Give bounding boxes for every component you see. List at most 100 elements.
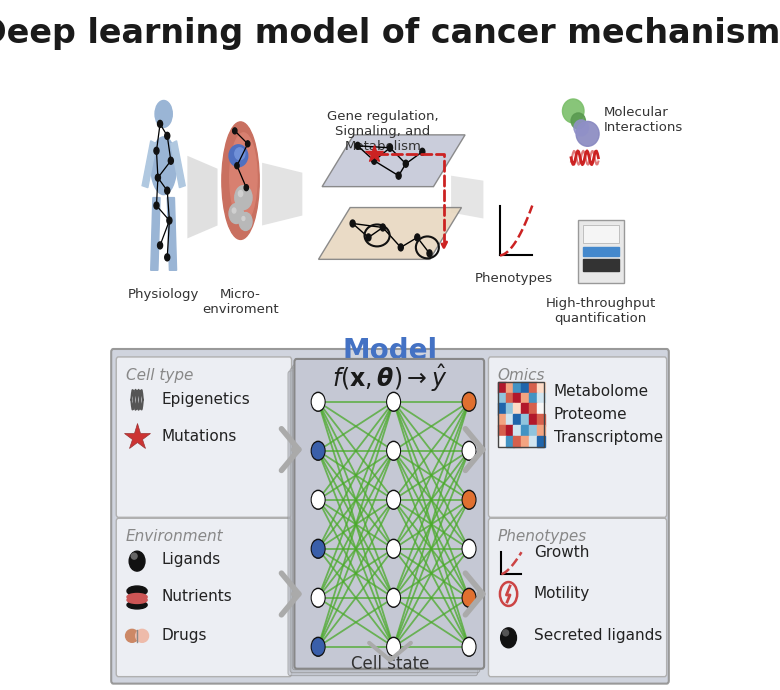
Bar	[537, 393, 545, 404]
Ellipse shape	[571, 113, 586, 129]
FancyBboxPatch shape	[488, 518, 667, 677]
Circle shape	[463, 540, 476, 558]
Text: Environment: Environment	[126, 529, 223, 544]
Circle shape	[463, 492, 475, 508]
Circle shape	[463, 443, 475, 459]
Circle shape	[311, 589, 325, 607]
Circle shape	[396, 172, 401, 179]
Circle shape	[168, 157, 173, 164]
Bar	[537, 425, 545, 436]
Bar	[498, 382, 544, 446]
Bar	[513, 404, 522, 415]
Circle shape	[311, 491, 325, 509]
Bar	[529, 404, 537, 415]
Ellipse shape	[151, 137, 176, 195]
Circle shape	[387, 638, 400, 656]
Text: Transcriptome: Transcriptome	[554, 430, 663, 445]
FancyBboxPatch shape	[292, 365, 482, 670]
Circle shape	[165, 254, 170, 261]
Text: Phenotypes: Phenotypes	[475, 273, 553, 285]
Circle shape	[154, 202, 159, 209]
Circle shape	[387, 589, 400, 607]
Text: Cell state: Cell state	[351, 655, 429, 673]
Circle shape	[463, 394, 475, 410]
Bar	[521, 436, 530, 447]
Ellipse shape	[127, 596, 147, 604]
Bar	[521, 425, 530, 436]
Circle shape	[420, 148, 425, 155]
Polygon shape	[318, 208, 462, 259]
Circle shape	[366, 234, 371, 241]
FancyBboxPatch shape	[116, 357, 292, 518]
Text: Cell type: Cell type	[126, 368, 193, 383]
Circle shape	[167, 217, 172, 224]
Bar	[498, 393, 506, 404]
FancyBboxPatch shape	[290, 368, 480, 673]
Text: Nutrients: Nutrients	[161, 589, 232, 604]
Circle shape	[313, 443, 324, 459]
Text: Motility: Motility	[534, 586, 590, 602]
Bar	[498, 414, 506, 426]
Bar	[498, 404, 506, 415]
Ellipse shape	[229, 145, 248, 167]
Ellipse shape	[127, 593, 147, 600]
Circle shape	[388, 639, 399, 655]
Bar	[583, 259, 619, 271]
Bar	[529, 393, 537, 404]
Bar	[537, 404, 545, 415]
Bar	[529, 382, 537, 393]
Bar	[505, 382, 514, 393]
Bar	[529, 414, 537, 426]
Text: Deep learning model of cancer mechanisms: Deep learning model of cancer mechanisms	[0, 17, 780, 50]
Circle shape	[313, 492, 324, 508]
Ellipse shape	[126, 629, 139, 642]
Bar	[583, 226, 619, 244]
Ellipse shape	[239, 213, 252, 230]
Bar	[513, 393, 522, 404]
Polygon shape	[167, 197, 176, 270]
Text: Growth: Growth	[534, 544, 589, 560]
Bar	[521, 382, 530, 393]
Bar	[529, 425, 537, 436]
Bar	[498, 425, 506, 436]
Circle shape	[158, 121, 162, 128]
Bar	[583, 248, 619, 257]
Circle shape	[403, 160, 408, 167]
Bar	[537, 414, 545, 426]
FancyBboxPatch shape	[112, 349, 668, 684]
Ellipse shape	[235, 186, 252, 210]
FancyBboxPatch shape	[294, 359, 484, 669]
Circle shape	[388, 443, 399, 459]
Ellipse shape	[155, 101, 172, 128]
Circle shape	[158, 242, 162, 249]
Circle shape	[313, 394, 324, 410]
Circle shape	[155, 174, 161, 181]
Text: Molecular
Interactions: Molecular Interactions	[604, 106, 683, 134]
Text: $f(\mathbf{x}, \boldsymbol{\theta}) \rightarrow \hat{y}$: $f(\mathbf{x}, \boldsymbol{\theta}) \rig…	[332, 362, 448, 393]
Text: Drugs: Drugs	[161, 629, 207, 643]
FancyBboxPatch shape	[288, 371, 477, 676]
Circle shape	[387, 540, 400, 558]
Circle shape	[232, 128, 237, 134]
Circle shape	[387, 393, 400, 411]
Text: Proteome: Proteome	[554, 407, 627, 422]
Ellipse shape	[503, 630, 509, 635]
Ellipse shape	[501, 628, 516, 648]
Text: Physiology: Physiology	[128, 288, 200, 302]
Text: Epigenetics: Epigenetics	[161, 393, 250, 407]
Circle shape	[154, 147, 159, 155]
FancyBboxPatch shape	[488, 357, 667, 518]
Bar	[505, 436, 514, 447]
Ellipse shape	[576, 121, 599, 146]
Polygon shape	[142, 141, 157, 188]
Ellipse shape	[239, 190, 243, 197]
Bar	[505, 414, 514, 426]
Ellipse shape	[235, 148, 245, 160]
Circle shape	[388, 394, 399, 410]
Circle shape	[246, 141, 250, 147]
Circle shape	[463, 541, 475, 557]
Circle shape	[463, 393, 476, 411]
Bar	[513, 382, 522, 393]
Circle shape	[311, 638, 325, 656]
Circle shape	[388, 492, 399, 508]
